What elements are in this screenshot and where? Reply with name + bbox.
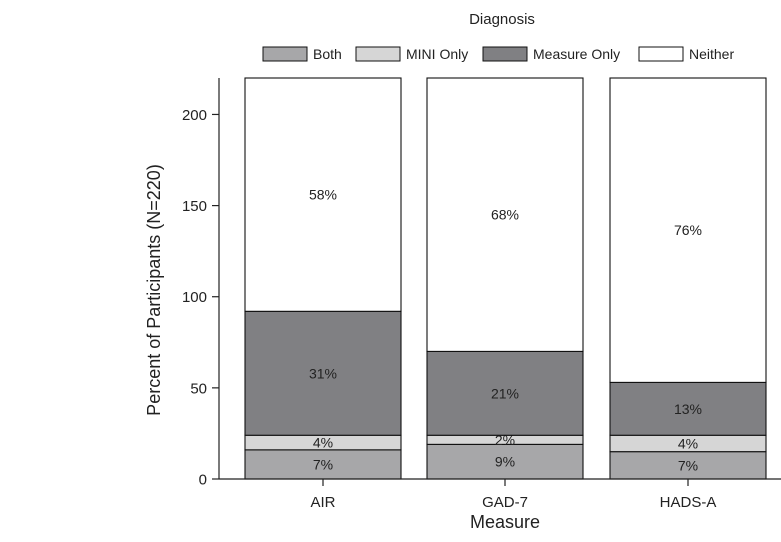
y-axis-label: Percent of Participants (N=220) xyxy=(144,164,164,416)
y-tick-label: 100 xyxy=(182,289,207,306)
data-label-air-mini-only: 4% xyxy=(313,435,333,451)
y-tick-label: 50 xyxy=(190,380,207,397)
data-label-air-neither: 58% xyxy=(309,187,337,203)
legend-label: Both xyxy=(313,46,342,62)
legend-title: Diagnosis xyxy=(469,11,535,28)
data-label-air-both: 7% xyxy=(313,456,333,472)
bar-gad-7-neither xyxy=(426,77,584,352)
legend-swatch xyxy=(355,46,401,62)
bar-hads-a-measure-only xyxy=(609,381,767,436)
bar-hads-a-neither xyxy=(609,77,767,383)
legend: Both MINI Only Measure Only Neither xyxy=(262,46,734,62)
data-label-hads-a-mini-only: 4% xyxy=(678,435,698,451)
data-label-air-measure-only: 31% xyxy=(309,365,337,381)
x-axis-label: Measure xyxy=(470,512,540,532)
data-label-gad-7-measure-only: 21% xyxy=(491,385,519,401)
legend-label: Measure Only xyxy=(533,46,620,62)
legend-swatch xyxy=(638,46,684,62)
data-label-gad-7-both: 9% xyxy=(495,454,515,470)
bar-group-air: 7% 4% 31% 58% xyxy=(244,77,402,480)
plot-area: 7% 4% 31% 58% 9% 2% 21% 68% 7% 4% 13% 76% xyxy=(244,77,767,480)
legend-item-mini-only: MINI Only xyxy=(355,46,468,62)
bar-group-hads-a: 7% 4% 13% 76% xyxy=(609,77,767,480)
y-tick-label: 150 xyxy=(182,198,207,215)
y-tick-label: 200 xyxy=(182,107,207,124)
data-label-hads-a-neither: 76% xyxy=(674,222,702,238)
x-tick-label-hads-a: HADS-A xyxy=(660,494,717,511)
legend-swatch xyxy=(482,46,528,62)
bar-air-both xyxy=(244,449,402,480)
bar-air-neither xyxy=(244,77,402,312)
data-label-gad-7-neither: 68% xyxy=(491,207,519,223)
legend-swatch xyxy=(262,46,308,62)
bar-gad-7-measure-only xyxy=(426,350,584,436)
x-tick-label-air: AIR xyxy=(310,494,335,511)
x-axis: AIR GAD-7 HADS-A xyxy=(310,479,716,511)
legend-label: MINI Only xyxy=(406,46,468,62)
y-tick-label: 0 xyxy=(199,472,207,489)
y-axis: 0 50 100 150 200 xyxy=(182,78,781,489)
data-label-hads-a-measure-only: 13% xyxy=(674,401,702,417)
legend-item-measure-only: Measure Only xyxy=(482,46,620,62)
legend-item-neither: Neither xyxy=(638,46,734,62)
legend-label: Neither xyxy=(689,46,734,62)
data-label-gad-7-mini-only: 2% xyxy=(495,432,515,448)
legend-item-both: Both xyxy=(262,46,342,62)
x-tick-label-gad-7: GAD-7 xyxy=(482,494,528,511)
bar-group-gad-7: 9% 2% 21% 68% xyxy=(426,77,584,480)
data-label-hads-a-both: 7% xyxy=(678,457,698,473)
